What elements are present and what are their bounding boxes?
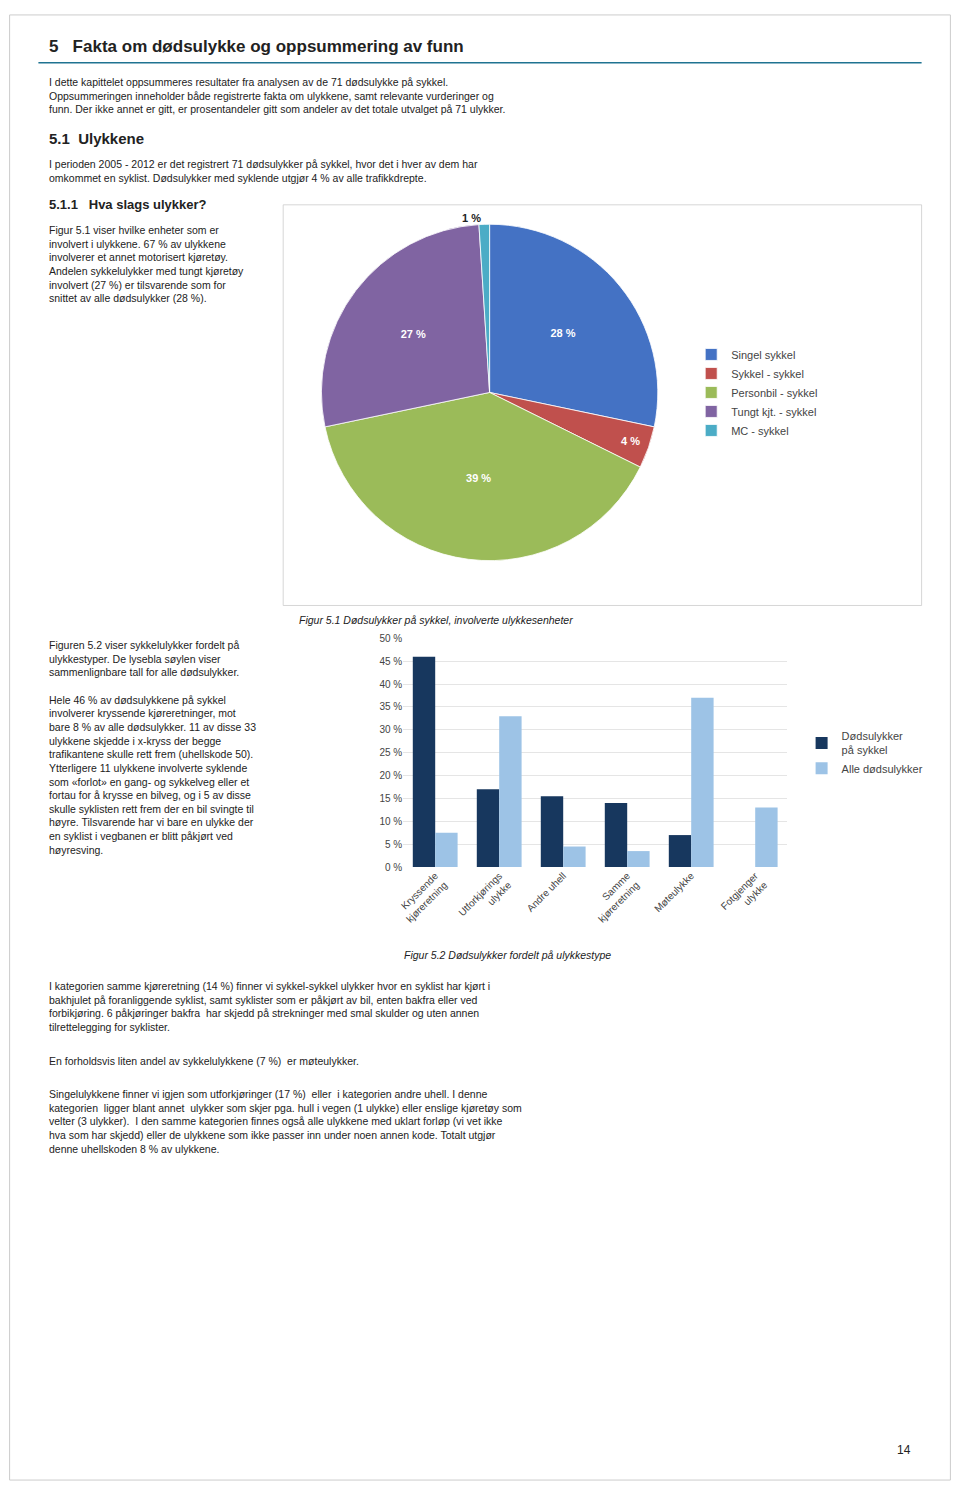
svg-text:Dødsulykkerpå sykkel: Dødsulykkerpå sykkel (842, 730, 903, 756)
svg-text:En forholdsvis liten andel av: En forholdsvis liten andel av sykkelulyk… (49, 1055, 359, 1067)
svg-text:I dette kapittelet oppsummeres: I dette kapittelet oppsummeres resultate… (49, 76, 505, 115)
svg-text:5.1 Ulykkene: 5.1 Ulykkene (49, 130, 144, 147)
svg-text:4 %: 4 % (621, 435, 640, 447)
svg-text:20 %: 20 % (379, 770, 402, 781)
svg-text:5.1.1 Hva slags ulykker?: 5.1.1 Hva slags ulykker? (49, 197, 207, 212)
svg-text:50 %: 50 % (379, 633, 402, 644)
svg-text:45 %: 45 % (379, 656, 402, 667)
svg-text:27 %: 27 % (401, 328, 426, 340)
svg-text:MC - sykkel: MC - sykkel (731, 425, 788, 437)
svg-text:Singel sykkel: Singel sykkel (731, 349, 795, 361)
svg-text:1 %: 1 % (462, 212, 481, 224)
svg-text:Singelulykkene finner vi igjen: Singelulykkene finner vi igjen som utfor… (49, 1088, 522, 1155)
svg-text:Sammekjøreretning: Sammekjøreretning (587, 870, 642, 925)
svg-text:35 %: 35 % (379, 701, 402, 712)
svg-text:Personbil - sykkel: Personbil - sykkel (731, 387, 817, 399)
svg-text:I perioden 2005 - 2012 er det: I perioden 2005 - 2012 er det registrert… (49, 158, 478, 184)
svg-text:Utforkjøringsulykke: Utforkjøringsulykke (456, 870, 513, 927)
svg-text:Alle dødsulykker: Alle dødsulykker (842, 763, 923, 775)
svg-text:25 %: 25 % (379, 747, 402, 758)
svg-text:Figur 5.2 Dødsulykker fordelt: Figur 5.2 Dødsulykker fordelt på ulykkes… (404, 949, 611, 961)
svg-text:Figuren 5.2 viser sykkelulykke: Figuren 5.2 viser sykkelulykker fordelt … (49, 639, 256, 856)
svg-text:28 %: 28 % (550, 327, 575, 339)
svg-text:Kryssendekjøreretning: Kryssendekjøreretning (395, 870, 450, 925)
svg-text:0 %: 0 % (385, 862, 402, 873)
svg-text:5 Fakta om dødsulykke og opp: 5 Fakta om dødsulykke og oppsummering av… (49, 37, 464, 56)
svg-text:Figur 5.1 viser hvilke enheter: Figur 5.1 viser hvilke enheter som erinv… (49, 224, 244, 304)
svg-text:Møteulykke: Møteulykke (652, 870, 696, 914)
svg-text:Tungt kjt. - sykkel: Tungt kjt. - sykkel (731, 406, 816, 418)
svg-text:30 %: 30 % (379, 724, 402, 735)
svg-text:10 %: 10 % (379, 816, 402, 827)
svg-text:Fotgjengerulykke: Fotgjengerulykke (719, 870, 770, 921)
svg-text:5 %: 5 % (385, 839, 402, 850)
svg-text:15 %: 15 % (379, 793, 402, 804)
svg-text:I kategorien samme kjøreretnin: I kategorien samme kjøreretning (14 %) f… (49, 980, 490, 1033)
svg-text:Andre uhell: Andre uhell (525, 870, 569, 914)
svg-text:14: 14 (897, 1443, 911, 1457)
svg-text:40 %: 40 % (379, 679, 402, 690)
svg-text:39 %: 39 % (466, 472, 491, 484)
svg-text:Sykkel - sykkel: Sykkel - sykkel (731, 368, 804, 380)
svg-text:Figur 5.1 Dødsulykker på sykke: Figur 5.1 Dødsulykker på sykkel, involve… (299, 614, 573, 626)
